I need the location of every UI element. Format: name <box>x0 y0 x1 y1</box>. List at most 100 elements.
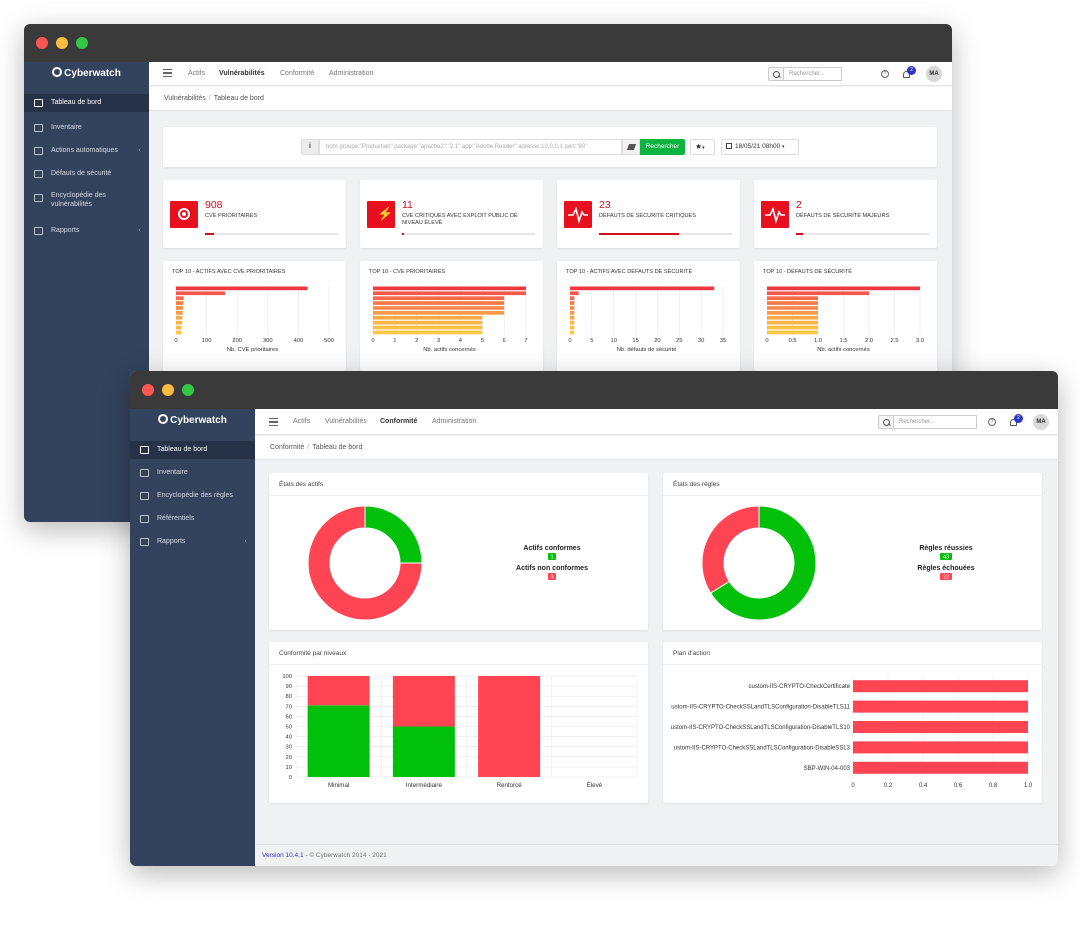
stacked-bar-segment[interactable] <box>307 676 370 706</box>
bar[interactable] <box>570 315 575 320</box>
bar[interactable] <box>373 325 483 330</box>
bar[interactable] <box>570 301 575 305</box>
sidebar-item-inventaire[interactable]: Inventaire <box>130 464 255 482</box>
minimize-window-button[interactable] <box>162 384 174 396</box>
donut-slice[interactable] <box>364 505 423 564</box>
bar[interactable] <box>373 286 526 291</box>
bar[interactable] <box>373 306 505 310</box>
bar[interactable] <box>570 325 575 330</box>
search-input[interactable]: Rechercher... <box>784 67 842 81</box>
bar[interactable] <box>373 311 505 315</box>
bar[interactable] <box>570 330 575 335</box>
bar[interactable] <box>767 330 818 335</box>
donut-slice[interactable] <box>701 505 760 594</box>
eraser-icon[interactable] <box>622 139 640 155</box>
avatar[interactable]: MA <box>926 66 942 82</box>
menu-toggle-icon[interactable] <box>163 69 172 77</box>
bar[interactable] <box>373 291 526 296</box>
search-icon[interactable] <box>768 67 784 81</box>
stacked-bar-segment[interactable] <box>478 676 541 777</box>
sidebar-item-rapports[interactable]: Rapports ‹ <box>24 222 149 240</box>
bar[interactable] <box>176 311 183 315</box>
brand-logo[interactable]: Cyberwatch <box>130 409 255 433</box>
sidebar-item-encyclopedie-regles[interactable]: Encyclopédie des règles <box>130 487 255 505</box>
bar[interactable] <box>570 320 575 325</box>
kpi-card[interactable]: 2 DÉFAUTS DE SÉCURITÉ MAJEURS <box>754 180 937 248</box>
bar[interactable] <box>853 700 1028 713</box>
bar[interactable] <box>767 315 818 320</box>
sidebar-item-defauts-de-securite[interactable]: Défauts de sécurité <box>24 165 149 183</box>
version-link[interactable]: Version 10.4.1 <box>262 852 304 859</box>
bar[interactable] <box>176 330 182 335</box>
bar[interactable] <box>853 741 1028 754</box>
kpi-card[interactable]: 908 CVE PRIORITAIRES <box>163 180 346 248</box>
sidebar-item-rapports[interactable]: Rapports ‹ <box>130 533 255 551</box>
bar[interactable] <box>767 291 869 296</box>
avatar[interactable]: MA <box>1033 414 1049 430</box>
nav-administration[interactable]: Administration <box>432 418 477 425</box>
bar[interactable] <box>570 286 715 291</box>
close-window-button[interactable] <box>36 37 48 49</box>
help-icon[interactable]: ? <box>881 70 889 78</box>
bar[interactable] <box>176 291 225 296</box>
sidebar-item-actions-automatiques[interactable]: Actions automatiques ‹ <box>24 142 149 160</box>
nav-vulnerabilites[interactable]: Vulnérabilités <box>219 70 265 77</box>
bar[interactable] <box>570 296 575 300</box>
filter-input[interactable]: nom groupe:"Production" package:"apache2… <box>319 139 622 155</box>
breadcrumb-item[interactable]: Vulnérabilités <box>164 95 206 102</box>
bar[interactable] <box>570 306 575 310</box>
stacked-bar-segment[interactable] <box>392 676 455 727</box>
maximize-window-button[interactable] <box>182 384 194 396</box>
search-input[interactable]: Rechercher... <box>894 415 977 429</box>
bar[interactable] <box>767 296 818 300</box>
menu-toggle-icon[interactable] <box>269 418 278 426</box>
sidebar-item-inventaire[interactable]: Inventaire <box>24 119 149 137</box>
brand-logo[interactable]: Cyberwatch <box>24 62 149 86</box>
bar[interactable] <box>176 296 184 300</box>
bar[interactable] <box>570 311 575 315</box>
nav-vulnerabilites[interactable]: Vulnérabilités <box>325 418 367 425</box>
bar[interactable] <box>176 301 184 305</box>
maximize-window-button[interactable] <box>76 37 88 49</box>
bar[interactable] <box>570 291 579 296</box>
donut-slice[interactable] <box>709 505 817 621</box>
bar[interactable] <box>176 320 183 325</box>
minimize-window-button[interactable] <box>56 37 68 49</box>
bar[interactable] <box>767 311 818 315</box>
nav-conformite[interactable]: Conformité <box>380 418 418 425</box>
kpi-card[interactable]: ⚡ 11 CVE CRITIQUES AVEC EXPLOIT PUBLIC DE … <box>360 180 543 248</box>
nav-administration[interactable]: Administration <box>329 70 374 77</box>
bar[interactable] <box>853 680 1028 693</box>
nav-actifs[interactable]: Actifs <box>188 70 206 77</box>
bar[interactable] <box>853 721 1028 733</box>
nav-actifs[interactable]: Actifs <box>293 418 311 425</box>
bar[interactable] <box>767 325 818 330</box>
bar[interactable] <box>767 306 818 310</box>
bar[interactable] <box>176 315 183 320</box>
donut-slice[interactable] <box>307 505 423 621</box>
bar[interactable] <box>373 330 483 335</box>
bar[interactable] <box>767 286 920 291</box>
bar[interactable] <box>373 301 505 305</box>
sidebar-item-tableau-de-bord[interactable]: Tableau de bord <box>130 441 255 459</box>
close-window-button[interactable] <box>142 384 154 396</box>
bar[interactable] <box>176 306 184 310</box>
stacked-bar-segment[interactable] <box>392 726 455 778</box>
info-icon[interactable]: i <box>301 139 319 155</box>
bar[interactable] <box>767 301 818 305</box>
bar[interactable] <box>767 320 818 325</box>
bar[interactable] <box>176 325 182 330</box>
bar[interactable] <box>373 320 483 325</box>
favorites-dropdown[interactable]: ★▾ <box>690 139 715 155</box>
kpi-card[interactable]: 23 DÉFAUTS DE SÉCURITÉ CRITIQUES <box>557 180 740 248</box>
bar[interactable] <box>853 761 1028 774</box>
bar[interactable] <box>373 315 483 320</box>
breadcrumb-item[interactable]: Conformité <box>270 444 305 451</box>
sidebar-item-referentiels[interactable]: Référentiels <box>130 510 255 528</box>
bar[interactable] <box>176 286 308 291</box>
stacked-bar-segment[interactable] <box>307 705 370 777</box>
search-icon[interactable] <box>878 415 894 429</box>
help-icon[interactable]: ? <box>988 418 996 426</box>
sidebar-item-tableau-de-bord[interactable]: Tableau de bord <box>24 94 149 112</box>
bar[interactable] <box>373 296 505 300</box>
